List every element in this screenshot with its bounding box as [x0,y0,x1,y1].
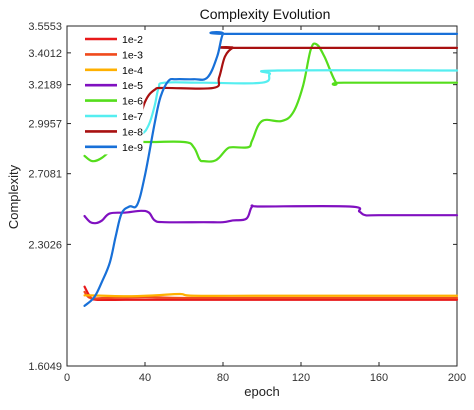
legend-label-1e-9: 1e-9 [122,142,143,154]
legend-label-1e-5: 1e-5 [122,80,143,92]
legend-label-1e-6: 1e-6 [122,96,143,108]
chart-title: Complexity Evolution [200,6,331,22]
y-tick-label: 2.7081 [28,169,62,181]
y-tick-label: 3.5553 [28,21,62,33]
legend-label-1e-4: 1e-4 [122,65,143,77]
x-tick-label: 80 [217,372,229,384]
series-line-1e-5 [83,204,459,225]
x-tick-label: 120 [292,372,310,384]
legend: 1e-2 1e-3 1e-4 1e-5 1e-6 1e-7 1e-8 1e-9 [78,29,144,155]
ticks-layer: 0 40 80 120 160 200 1.6049 2.3026 2.7081 2.9957 3.… [28,21,466,384]
series-line-1e-4 [83,292,459,298]
legend-label-1e-7: 1e-7 [122,111,143,123]
x-tick-label: 40 [139,372,151,384]
legend-items: 1e-2 1e-3 1e-4 1e-5 1e-6 1e-7 1e-8 1e-9 [85,34,143,154]
series-line-1e-9 [83,31,459,307]
y-tick-label: 1.6049 [28,361,62,373]
legend-label-1e-2: 1e-2 [122,34,143,46]
x-tick-label: 160 [370,372,388,384]
x-tick-label: 0 [64,372,70,384]
y-tick-label: 3.4012 [28,48,62,60]
y-tick-label: 2.9957 [28,119,62,131]
legend-box [78,29,144,155]
y-tick-label: 2.3026 [28,239,62,251]
legend-label-1e-8: 1e-8 [122,126,143,138]
x-tick-label: 200 [448,372,466,384]
y-axis-title: Complexity [6,164,21,229]
legend-label-1e-3: 1e-3 [122,49,143,61]
y-tick-label: 3.2189 [28,80,62,92]
x-axis-title: epoch [244,384,279,399]
